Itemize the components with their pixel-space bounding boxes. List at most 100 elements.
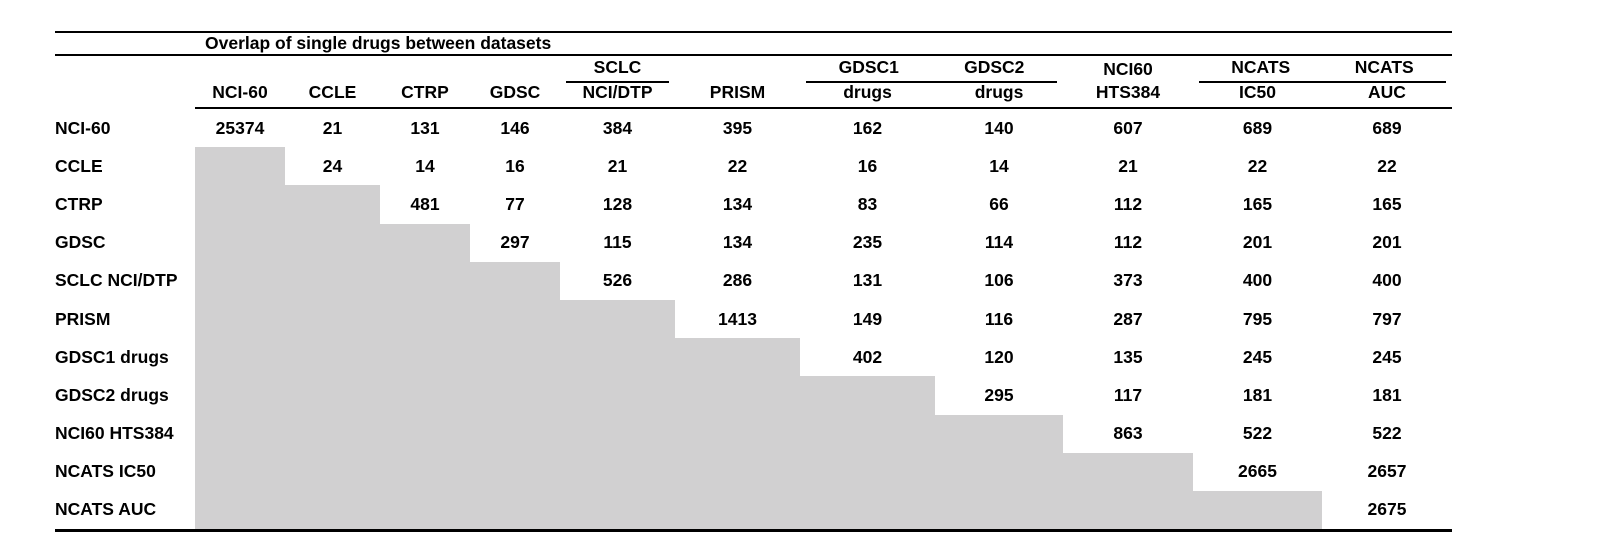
cell-ccle-gdsc: 16 xyxy=(505,155,525,176)
shaded-cell xyxy=(935,414,1063,453)
cell-nci-60-ic50: 689 xyxy=(1242,117,1273,138)
shaded-cell xyxy=(285,414,380,453)
cell-gdsc1-drugs-hts384: 135 xyxy=(1113,346,1143,367)
shaded-cell xyxy=(560,414,675,453)
cell-sclc-nci-dtp-hts384: 373 xyxy=(1113,270,1143,291)
row-label-gdsc: GDSC xyxy=(55,232,106,253)
cell-ccle-ctrp: 14 xyxy=(415,155,435,176)
column-group-nci60: NCI60 xyxy=(1063,56,1193,83)
cell-ctrp-gdsc: 77 xyxy=(505,193,525,214)
cell-ctrp-nci-dtp: 128 xyxy=(602,193,633,214)
cell-gdsc2-drugs-drugs: 295 xyxy=(984,384,1014,405)
shaded-cell xyxy=(470,490,560,530)
shaded-cell xyxy=(1063,490,1193,530)
shaded-cell xyxy=(380,452,470,491)
row-label-ctrp: CTRP xyxy=(55,193,103,214)
column-group-label: NCI60 xyxy=(1103,59,1153,79)
shaded-cell xyxy=(675,452,800,491)
cell-gdsc1-drugs-ic50: 245 xyxy=(1242,346,1273,367)
shaded-cell xyxy=(195,490,285,530)
shaded-cell xyxy=(380,261,470,300)
column-header-prism: PRISM xyxy=(675,82,800,109)
shaded-cell xyxy=(195,376,285,415)
cell-ncats-ic50-auc: 2657 xyxy=(1367,461,1407,482)
cell-gdsc-nci-dtp: 115 xyxy=(603,232,632,253)
cell-nci-60-ccle: 21 xyxy=(322,117,343,138)
cell-nci60-hts384-ic50: 522 xyxy=(1242,423,1273,444)
cell-gdsc-auc: 201 xyxy=(1372,232,1402,253)
shaded-cell xyxy=(195,338,285,377)
column-group-sclc: SCLC xyxy=(566,56,669,83)
cell-ccle-hts384: 21 xyxy=(1118,155,1138,176)
cell-ctrp-auc: 165 xyxy=(1372,193,1402,214)
cell-ccle-auc: 22 xyxy=(1377,155,1397,176)
shaded-cell xyxy=(195,223,285,262)
cell-sclc-nci-dtp-drugs: 131 xyxy=(852,270,883,291)
column-group-label: GDSC2 xyxy=(964,57,1025,77)
shaded-cell xyxy=(285,376,380,415)
cell-ccle-drugs: 16 xyxy=(857,155,878,176)
cell-ncats-auc-auc: 2675 xyxy=(1367,499,1407,520)
cell-sclc-nci-dtp-prism: 286 xyxy=(722,270,753,291)
shaded-cell xyxy=(380,490,470,530)
cell-prism-ic50: 795 xyxy=(1242,308,1273,329)
shaded-cell xyxy=(675,490,800,530)
shaded-cell xyxy=(380,338,470,377)
row-label-sclc-nci-dtp: SCLC NCI/DTP xyxy=(55,270,178,291)
shaded-cell xyxy=(470,261,560,300)
cell-sclc-nci-dtp-nci-dtp: 526 xyxy=(602,270,633,291)
cell-ncats-ic50-ic50: 2665 xyxy=(1238,461,1277,482)
shaded-cell xyxy=(560,490,675,530)
cell-gdsc-prism: 134 xyxy=(722,232,753,253)
shaded-cell xyxy=(195,299,285,339)
cell-gdsc-drugs: 235 xyxy=(852,232,883,253)
column-header-drugs: drugs xyxy=(935,82,1063,109)
shaded-cell xyxy=(470,452,560,491)
shaded-cell xyxy=(470,376,560,415)
shaded-cell xyxy=(285,490,380,530)
cell-nci-60-prism: 395 xyxy=(722,117,753,138)
cell-nci-60-hts384: 607 xyxy=(1113,117,1143,138)
cell-ccle-prism: 22 xyxy=(727,155,748,176)
shaded-cell xyxy=(800,452,935,491)
column-header-auc: AUC xyxy=(1322,82,1452,109)
shaded-cell xyxy=(800,490,935,530)
column-header-drugs: drugs xyxy=(800,82,935,109)
column-group-gdsc1-gdsc2: GDSC1 GDSC2 xyxy=(806,56,1057,83)
shaded-cell xyxy=(380,376,470,415)
shaded-cell xyxy=(285,185,380,224)
shaded-cell xyxy=(195,261,285,300)
cell-sclc-nci-dtp-drugs: 106 xyxy=(984,270,1014,291)
cell-nci-60-drugs: 140 xyxy=(984,117,1014,138)
cell-gdsc2-drugs-auc: 181 xyxy=(1372,384,1402,405)
column-header-nci-60: NCI-60 xyxy=(195,82,285,109)
cell-nci-60-nci-dtp: 384 xyxy=(602,117,633,138)
shaded-cell xyxy=(470,338,560,377)
column-group-label: GDSC1 xyxy=(838,57,899,77)
column-group-label: SCLC xyxy=(593,57,642,77)
column-header-hts384: HTS384 xyxy=(1063,82,1193,109)
shaded-cell xyxy=(560,299,675,339)
shaded-cell xyxy=(195,452,285,491)
cell-nci-60-ctrp: 131 xyxy=(410,117,440,138)
cell-gdsc-gdsc: 297 xyxy=(500,232,530,253)
shaded-cell xyxy=(675,414,800,453)
column-group-ncats-ncats: NCATS NCATS xyxy=(1199,56,1446,83)
table-title: Overlap of single drugs between datasets xyxy=(205,33,552,53)
row-label-gdsc1-drugs: GDSC1 drugs xyxy=(55,346,169,367)
table-grid: SCLC GDSC1 GDSC2 NCI60 NCATS NCATS NCI-60 CCLE C… xyxy=(55,56,1452,533)
cell-nci60-hts384-hts384: 863 xyxy=(1113,423,1143,444)
shaded-cell xyxy=(470,299,560,339)
shaded-cell xyxy=(1063,452,1193,491)
shaded-cell xyxy=(560,338,675,377)
shaded-cell xyxy=(380,223,470,262)
cell-nci-60-auc: 689 xyxy=(1372,117,1402,138)
shaded-cell xyxy=(470,414,560,453)
shaded-cell xyxy=(285,261,380,300)
cell-ctrp-ic50: 165 xyxy=(1242,193,1273,214)
cell-ccle-nci-dtp: 21 xyxy=(607,155,628,176)
cell-ccle-drugs: 14 xyxy=(989,155,1009,176)
cell-nci-60-drugs: 162 xyxy=(852,117,883,138)
cell-gdsc-hts384: 112 xyxy=(1113,232,1143,253)
